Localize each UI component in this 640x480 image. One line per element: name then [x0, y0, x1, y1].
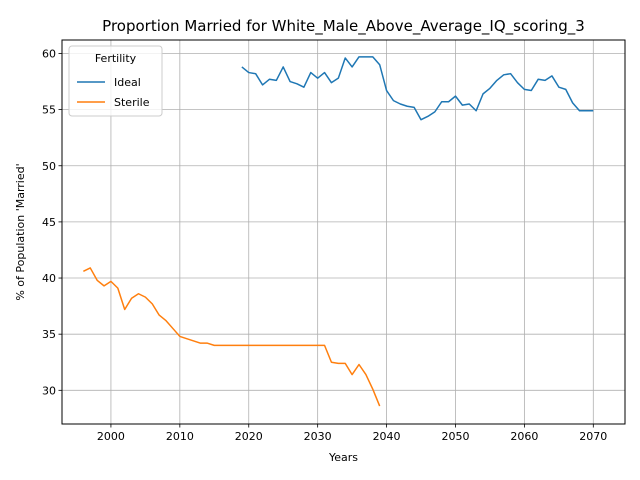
grid	[62, 40, 625, 424]
series-line-sterile	[83, 267, 381, 407]
legend: Fertility Ideal Sterile	[68, 45, 163, 117]
legend-box	[68, 45, 163, 117]
y-tick-label: 55	[42, 104, 56, 117]
y-tick-label: 40	[42, 272, 56, 285]
legend-label: Ideal	[114, 76, 141, 89]
legend-title: Fertility	[95, 52, 137, 65]
series-group	[83, 56, 594, 407]
x-tick-label: 2040	[373, 430, 401, 443]
legend-label: Sterile	[114, 96, 150, 109]
y-tick-label: 30	[42, 384, 56, 397]
x-tick-label: 2010	[166, 430, 194, 443]
x-axis-label: Years	[328, 451, 358, 464]
plot-frame	[61, 39, 626, 425]
ticks: 2000 2010 2020 2030 2040 2050 2060 2070 30 35 40 45…	[42, 47, 607, 443]
series-line-ideal	[241, 56, 594, 121]
x-tick-label: 2000	[97, 430, 125, 443]
y-tick-label: 50	[42, 160, 56, 173]
y-tick-label: 35	[42, 328, 56, 341]
chart-title: Proportion Married for White_Male_Above_…	[102, 17, 585, 36]
y-tick-label: 45	[42, 216, 56, 229]
x-tick-label: 2020	[235, 430, 263, 443]
y-tick-label: 60	[42, 47, 56, 60]
x-tick-label: 2050	[441, 430, 469, 443]
y-axis-label: % of Population 'Married'	[14, 163, 27, 300]
x-tick-label: 2060	[510, 430, 538, 443]
x-tick-label: 2070	[579, 430, 607, 443]
x-tick-label: 2030	[304, 430, 332, 443]
